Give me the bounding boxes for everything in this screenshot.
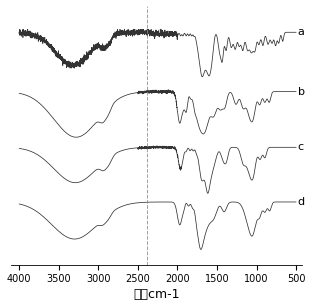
- Text: b: b: [298, 87, 305, 97]
- Text: c: c: [298, 142, 304, 152]
- X-axis label: 波长cm-1: 波长cm-1: [134, 289, 180, 301]
- Text: a: a: [298, 27, 305, 37]
- Text: d: d: [298, 197, 305, 207]
